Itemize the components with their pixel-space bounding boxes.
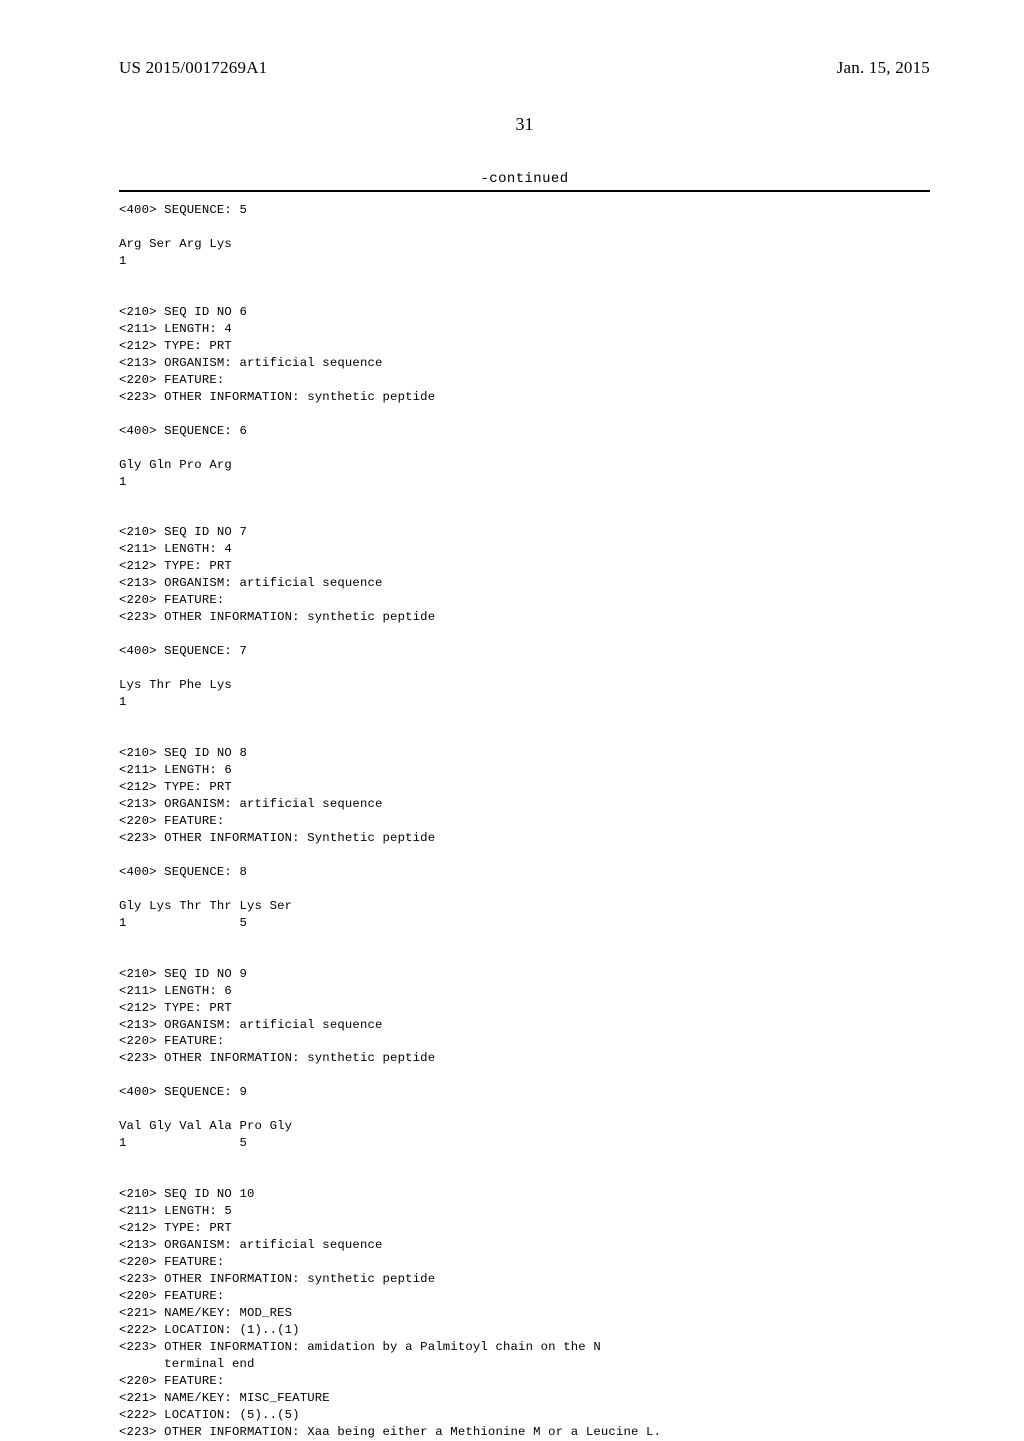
page-number: 31 [119,114,930,135]
publication-date: Jan. 15, 2015 [837,58,930,78]
page-root: US 2015/0017269A1 Jan. 15, 2015 31 -cont… [0,0,1024,1320]
sequence-listing-container: <400> SEQUENCE: 5 Arg Ser Arg Lys 1 <210… [119,192,930,1441]
publication-number: US 2015/0017269A1 [119,58,267,78]
page-header: US 2015/0017269A1 Jan. 15, 2015 [119,58,930,78]
continued-label: -continued [119,171,930,187]
sequence-listing: <400> SEQUENCE: 5 Arg Ser Arg Lys 1 <210… [119,202,930,1441]
